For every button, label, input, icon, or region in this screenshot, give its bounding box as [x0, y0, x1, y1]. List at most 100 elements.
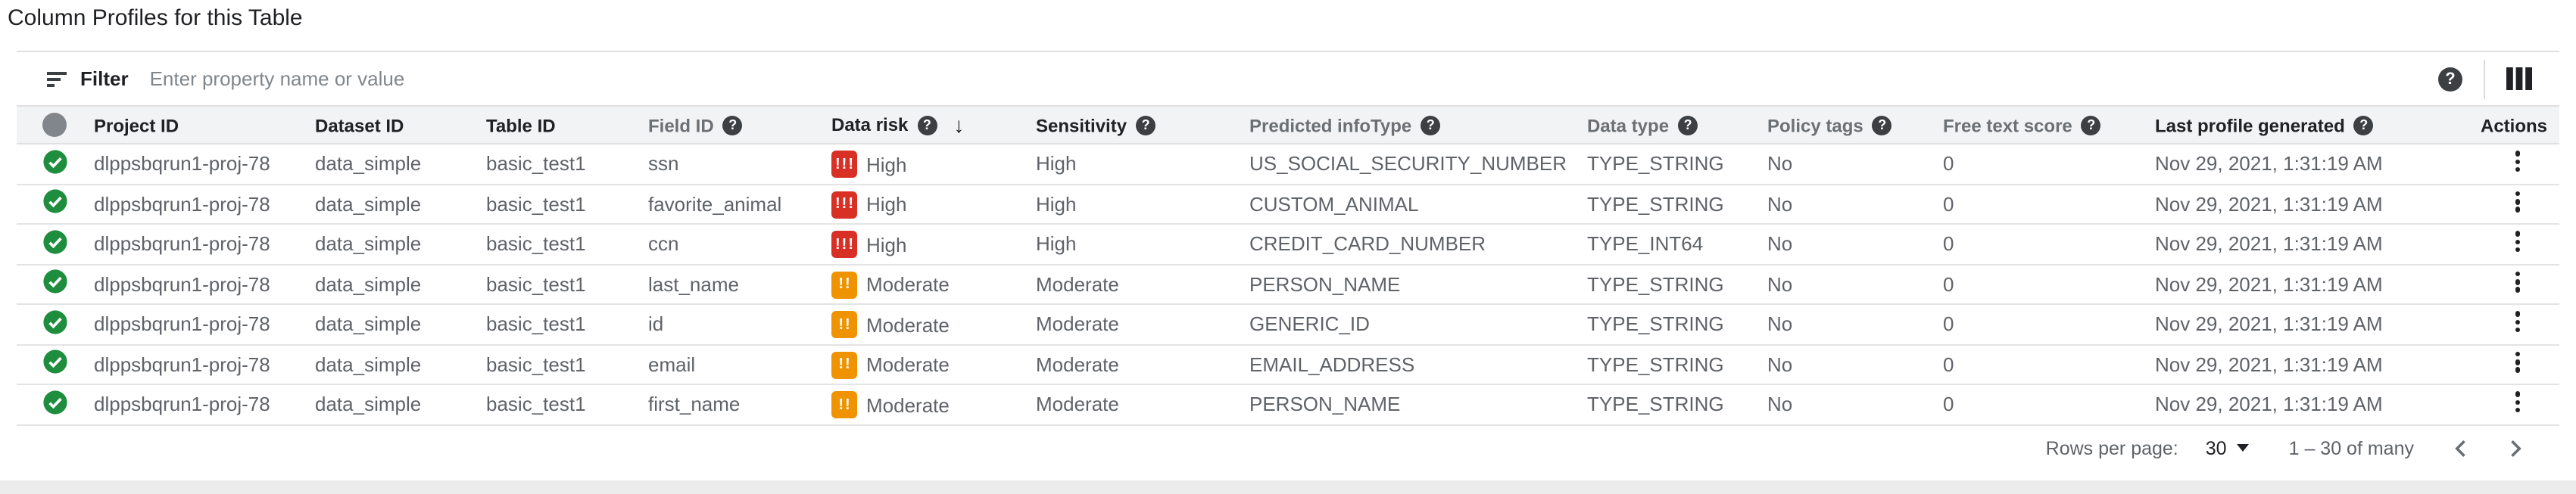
- cell-data-type: TYPE_STRING: [1587, 304, 1767, 345]
- cell-sensitivity: Moderate: [1036, 384, 1249, 425]
- cell-free-text-score: 0: [1943, 384, 2155, 425]
- status-ok-icon: [42, 390, 68, 420]
- cell-dataset-id: data_simple: [315, 264, 486, 305]
- column-header-dataset-id[interactable]: Dataset ID: [315, 105, 486, 144]
- help-icon[interactable]: ?: [2081, 115, 2101, 135]
- row-actions-menu-button[interactable]: [2504, 306, 2531, 338]
- cell-table-id: basic_test1: [486, 344, 648, 385]
- help-icon[interactable]: ?: [1136, 115, 1156, 135]
- rows-per-page-label: Rows per page:: [2045, 437, 2178, 458]
- cell-data-type: TYPE_STRING: [1587, 384, 1767, 425]
- previous-page-button[interactable]: [2444, 431, 2478, 464]
- data-risk-badge-icon: !!!: [831, 231, 857, 258]
- column-header-predicted-infotype[interactable]: Predicted infoType?: [1249, 105, 1587, 144]
- column-header-free-text-score[interactable]: Free text score?: [1943, 105, 2155, 144]
- cell-data-type: TYPE_STRING: [1587, 184, 1767, 225]
- cell-table-id: basic_test1: [486, 144, 648, 185]
- cell-table-id: basic_test1: [486, 304, 648, 345]
- cell-dataset-id: data_simple: [315, 304, 486, 345]
- cell-dataset-id: data_simple: [315, 224, 486, 265]
- cell-actions: [2481, 184, 2559, 225]
- cell-table-id: basic_test1: [486, 224, 648, 265]
- data-risk-label: Moderate: [866, 353, 950, 376]
- profiles-table-card: Filter ? Project ID Dataset ID Table ID: [17, 51, 2559, 471]
- cell-predicted-infotype: PERSON_NAME: [1249, 264, 1587, 305]
- help-icon[interactable]: ?: [2353, 115, 2374, 135]
- column-header-field-id[interactable]: Field ID?: [648, 105, 831, 144]
- data-risk-label: High: [866, 153, 907, 176]
- column-header-data-risk[interactable]: Data risk? ↓: [831, 105, 1036, 144]
- cell-predicted-infotype: GENERIC_ID: [1249, 304, 1587, 345]
- row-actions-menu-button[interactable]: [2504, 225, 2531, 258]
- status-ok-icon: [42, 350, 68, 380]
- cell-actions: [2481, 264, 2559, 305]
- column-header-policy-tags[interactable]: Policy tags?: [1767, 105, 1943, 144]
- status-ok-icon: [42, 229, 68, 259]
- table-body: dlppsbqrun1-proj-78 data_simple basic_te…: [17, 144, 2559, 425]
- cell-predicted-infotype: PERSON_NAME: [1249, 384, 1587, 425]
- table-row[interactable]: dlppsbqrun1-proj-78 data_simple basic_te…: [17, 264, 2559, 305]
- column-header-last-profile-generated[interactable]: Last profile generated?: [2155, 105, 2481, 144]
- cell-data-type: TYPE_STRING: [1587, 264, 1767, 305]
- cell-last-profile-generated: Nov 29, 2021, 1:31:19 AM: [2155, 344, 2481, 385]
- filter-icon: [47, 68, 68, 89]
- column-header-table-id[interactable]: Table ID: [486, 105, 648, 144]
- cell-last-profile-generated: Nov 29, 2021, 1:31:19 AM: [2155, 304, 2481, 345]
- help-icon[interactable]: ?: [722, 115, 743, 135]
- rows-per-page-value: 30: [2205, 437, 2227, 458]
- column-profiles-panel: Column Profiles for this Table Filter ?: [0, 5, 2576, 494]
- table-row[interactable]: dlppsbqrun1-proj-78 data_simple basic_te…: [17, 304, 2559, 345]
- page-background-strip: [0, 480, 2576, 494]
- cell-policy-tags: No: [1767, 184, 1943, 225]
- help-icon[interactable]: ?: [1872, 115, 1892, 135]
- help-icon[interactable]: ?: [917, 115, 937, 135]
- column-header-sensitivity[interactable]: Sensitivity?: [1036, 105, 1249, 144]
- cell-data-type: TYPE_STRING: [1587, 144, 1767, 185]
- cell-data-risk: !! Moderate: [831, 304, 1036, 345]
- table-row[interactable]: dlppsbqrun1-proj-78 data_simple basic_te…: [17, 184, 2559, 225]
- cell-policy-tags: No: [1767, 144, 1943, 185]
- help-icon[interactable]: ?: [1678, 115, 1698, 135]
- table-help-icon[interactable]: ?: [2438, 67, 2462, 91]
- column-header-data-type[interactable]: Data type?: [1587, 105, 1767, 144]
- table-row[interactable]: dlppsbqrun1-proj-78 data_simple basic_te…: [17, 224, 2559, 265]
- table-row[interactable]: dlppsbqrun1-proj-78 data_simple basic_te…: [17, 384, 2559, 425]
- cell-dataset-id: data_simple: [315, 344, 486, 385]
- column-display-options-icon[interactable]: [2506, 67, 2532, 90]
- rows-per-page-select[interactable]: 30: [2206, 437, 2250, 458]
- caret-down-icon: [2237, 444, 2250, 452]
- cell-status: [17, 224, 94, 265]
- row-actions-menu-button[interactable]: [2504, 145, 2531, 178]
- filter-label: Filter: [80, 67, 129, 90]
- table-row[interactable]: dlppsbqrun1-proj-78 data_simple basic_te…: [17, 344, 2559, 385]
- cell-status: [17, 384, 94, 425]
- data-risk-label: High: [866, 233, 907, 256]
- cell-predicted-infotype: US_SOCIAL_SECURITY_NUMBER: [1249, 144, 1587, 185]
- next-page-button[interactable]: [2499, 431, 2532, 464]
- data-risk-label: High: [866, 193, 907, 216]
- table-row[interactable]: dlppsbqrun1-proj-78 data_simple basic_te…: [17, 144, 2559, 185]
- page-title: Column Profiles for this Table: [8, 5, 303, 31]
- cell-data-type: TYPE_STRING: [1587, 344, 1767, 385]
- data-risk-badge-icon: !!!: [831, 191, 857, 218]
- filter-bar: Filter ?: [17, 51, 2559, 105]
- cell-data-type: TYPE_INT64: [1587, 224, 1767, 265]
- cell-status: [17, 304, 94, 345]
- row-actions-menu-button[interactable]: [2504, 185, 2531, 218]
- cell-project-id: dlppsbqrun1-proj-78: [94, 184, 315, 225]
- column-header-project-id[interactable]: Project ID: [94, 105, 315, 144]
- cell-policy-tags: No: [1767, 304, 1943, 345]
- cell-predicted-infotype: EMAIL_ADDRESS: [1249, 344, 1587, 385]
- cell-table-id: basic_test1: [486, 264, 648, 305]
- row-actions-menu-button[interactable]: [2504, 266, 2531, 298]
- row-actions-menu-button[interactable]: [2504, 386, 2531, 418]
- cell-status: [17, 264, 94, 305]
- cell-field-id: first_name: [648, 384, 831, 425]
- row-actions-menu-button[interactable]: [2504, 346, 2531, 378]
- sort-descending-icon[interactable]: ↓: [953, 113, 965, 137]
- filter-input[interactable]: [146, 66, 2438, 92]
- data-risk-label: Moderate: [866, 393, 950, 416]
- cell-data-risk: !! Moderate: [831, 384, 1036, 425]
- help-icon[interactable]: ?: [1421, 115, 1441, 135]
- cell-dataset-id: data_simple: [315, 144, 486, 185]
